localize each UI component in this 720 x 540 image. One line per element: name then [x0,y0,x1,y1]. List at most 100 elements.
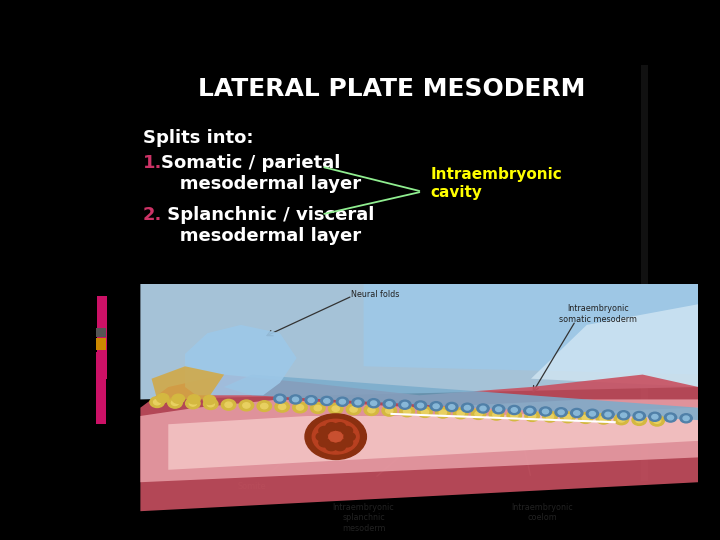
Polygon shape [140,284,698,400]
Circle shape [683,416,689,421]
Text: LATERAL PLATE MESODERM: LATERAL PLATE MESODERM [197,77,585,102]
Bar [96,352,106,424]
Circle shape [371,401,377,406]
Circle shape [636,417,643,423]
Circle shape [433,404,439,408]
Circle shape [261,403,268,409]
Circle shape [332,406,339,411]
Circle shape [314,406,321,411]
Polygon shape [140,375,698,511]
Circle shape [341,438,353,447]
Circle shape [275,401,289,412]
Circle shape [257,401,271,411]
Circle shape [636,414,642,418]
Circle shape [346,404,361,415]
Bar [642,65,648,481]
Circle shape [495,407,502,411]
Circle shape [316,433,328,441]
Circle shape [402,402,408,407]
Bar [96,338,106,349]
Circle shape [578,413,593,423]
Circle shape [665,413,677,422]
Circle shape [341,427,353,435]
Circle shape [297,404,304,410]
Circle shape [403,409,410,414]
Polygon shape [224,375,698,420]
Circle shape [279,404,286,409]
Circle shape [207,401,215,407]
Text: 1.: 1. [143,154,163,172]
Circle shape [344,433,355,441]
Circle shape [293,402,307,413]
Circle shape [168,397,182,408]
Bar [96,335,107,348]
Polygon shape [531,304,698,387]
Circle shape [312,419,359,454]
Circle shape [605,412,611,417]
Circle shape [320,396,333,406]
Circle shape [555,408,567,417]
Circle shape [334,423,346,431]
Text: Neural folds: Neural folds [351,289,399,299]
Circle shape [654,418,661,423]
Circle shape [489,409,504,420]
Circle shape [542,409,549,414]
Circle shape [355,400,361,405]
Circle shape [462,403,474,413]
Circle shape [350,407,357,412]
Circle shape [508,406,521,415]
Circle shape [305,414,366,460]
Bar [96,328,106,337]
Circle shape [430,402,442,411]
Circle shape [189,401,197,406]
Polygon shape [168,408,698,470]
Text: 2.: 2. [143,206,163,224]
Circle shape [680,414,692,423]
Text: Intraembryonic
cavity: Intraembryonic cavity [431,167,562,199]
Circle shape [243,403,250,408]
Circle shape [602,410,614,419]
Circle shape [188,395,200,404]
Circle shape [386,408,393,414]
Circle shape [305,396,318,405]
Circle shape [383,400,395,409]
Circle shape [156,394,169,403]
Circle shape [150,397,164,408]
Circle shape [326,442,337,451]
Circle shape [319,427,330,435]
Circle shape [449,404,455,409]
Circle shape [618,411,630,420]
Circle shape [415,401,427,410]
Text: Splanchnic / visceral
   mesodermal layer: Splanchnic / visceral mesodermal layer [161,206,375,245]
Circle shape [582,415,589,421]
Circle shape [649,412,661,421]
Circle shape [336,397,348,406]
Circle shape [421,409,428,415]
Circle shape [511,408,518,412]
Text: Intraembryonic
somatic mesoderm: Intraembryonic somatic mesoderm [559,304,637,323]
Circle shape [561,412,575,423]
Circle shape [418,403,423,408]
Circle shape [454,408,468,418]
Circle shape [400,406,415,417]
Circle shape [153,400,161,405]
Circle shape [221,400,236,410]
Circle shape [525,410,539,421]
Circle shape [239,400,253,411]
Circle shape [667,415,674,420]
Circle shape [186,398,200,409]
Circle shape [326,423,337,431]
Circle shape [510,413,518,418]
Circle shape [386,402,392,406]
Circle shape [527,408,533,413]
Polygon shape [185,325,297,395]
Circle shape [539,407,552,416]
Text: Splits into:: Splits into: [143,129,253,147]
Circle shape [436,407,450,418]
Text: Intraembryonic
splanchnic
mesoderm: Intraembryonic splanchnic mesoderm [333,503,395,533]
Circle shape [382,406,397,416]
Text: Somite: Somite [238,482,266,491]
Circle shape [558,410,564,415]
Circle shape [324,399,330,403]
Circle shape [204,395,216,404]
